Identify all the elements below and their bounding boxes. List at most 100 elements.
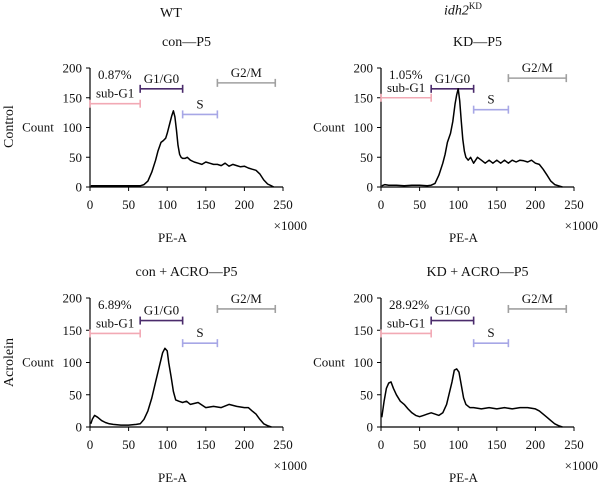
gate-label: G1/G0	[144, 71, 179, 86]
y-axis-label: Count	[313, 120, 345, 135]
gate-s: S	[181, 325, 219, 348]
y-tick-label: 200	[63, 291, 83, 306]
y-tick-label: 150	[63, 90, 83, 105]
x-tick-label: 100	[448, 437, 468, 452]
x-tick-label: 0	[378, 437, 385, 452]
gate-label: S	[487, 325, 494, 340]
gate-sub-g1: sub-G1	[380, 80, 432, 102]
column-header-idh2kd-sup: KD	[468, 1, 482, 11]
gate-s: S	[472, 92, 510, 114]
x-tick-label: 200	[526, 437, 546, 452]
x-axis-label: PE-A	[158, 230, 188, 245]
gate-g1-g0: G1/G0	[139, 71, 184, 93]
y-tick-label: 200	[354, 291, 374, 306]
panel-title: KD + ACRO—P5	[426, 265, 528, 280]
y-tick-label: 50	[360, 150, 373, 165]
x-tick-label: 150	[487, 197, 507, 212]
y-tick-label: 50	[360, 387, 373, 402]
gate-s: S	[181, 96, 219, 119]
y-tick-label: 150	[63, 323, 83, 338]
x-tick-label: 200	[235, 437, 255, 452]
x-tick-label: 150	[196, 437, 216, 452]
x-axis-unit: ×1000	[274, 218, 307, 233]
gate-label: G1/G0	[144, 303, 179, 318]
y-tick-label: 100	[63, 355, 83, 370]
x-tick-label: 50	[122, 437, 135, 452]
panel-3: con + ACRO—P5 0 50 100 150 200 0 50 100 150 200 250…	[22, 265, 307, 485]
y-tick-label: 0	[367, 180, 374, 195]
x-axis-label: PE-A	[449, 230, 479, 245]
column-header-wt: WT	[160, 6, 182, 22]
x-tick-label: 250	[564, 437, 584, 452]
x-tick-label: 100	[157, 197, 177, 212]
y-tick-label: 150	[354, 323, 374, 338]
gate-label: S	[196, 325, 203, 340]
gate-label: sub-G1	[387, 80, 425, 95]
y-tick-label: 50	[69, 387, 82, 402]
column-header-idh2kd: idh2KD	[444, 1, 482, 20]
histogram-line	[90, 110, 275, 188]
gate-label: G2/M	[522, 60, 554, 75]
x-tick-label: 50	[122, 197, 135, 212]
panel-2: KD—P5 0 50 100 150 200 0 50 100 150 200 250 Count PE-…	[313, 35, 598, 245]
y-tick-label: 0	[76, 180, 83, 195]
gate-sub-g1: sub-G1	[89, 86, 141, 108]
y-tick-label: 100	[63, 120, 83, 135]
x-tick-label: 50	[413, 437, 426, 452]
x-tick-label: 200	[526, 197, 546, 212]
gate-label: G2/M	[231, 65, 263, 80]
x-tick-label: 200	[235, 197, 255, 212]
y-tick-label: 0	[76, 420, 83, 435]
x-tick-label: 50	[413, 197, 426, 212]
subg1-percentage: 1.05%	[389, 67, 423, 82]
x-tick-label: 250	[564, 197, 584, 212]
panel-title: con—P5	[162, 35, 211, 50]
x-tick-label: 250	[273, 437, 293, 452]
gate-g2-m: G2/M	[216, 65, 277, 87]
gate-label: S	[196, 96, 203, 111]
gate-label: sub-G1	[96, 86, 134, 101]
gate-label: S	[487, 92, 494, 107]
y-tick-label: 50	[69, 150, 82, 165]
y-tick-label: 200	[354, 61, 374, 76]
gate-sub-g1: sub-G1	[89, 315, 141, 338]
gate-g2-m: G2/M	[507, 291, 568, 313]
x-tick-label: 100	[448, 197, 468, 212]
y-axis-label: Count	[313, 355, 345, 370]
x-tick-label: 0	[87, 197, 94, 212]
panel-1: con—P5 0 50 100 150 200 0 50 100 150 200 250 Count PE…	[22, 35, 307, 245]
y-tick-label: 100	[354, 355, 374, 370]
x-tick-label: 100	[157, 437, 177, 452]
histogram-line	[381, 368, 563, 428]
column-header-wt-text: WT	[160, 6, 182, 21]
gate-s: S	[472, 325, 510, 348]
gate-label: G2/M	[522, 291, 554, 306]
gate-label: G1/G0	[435, 71, 470, 86]
subg1-percentage: 0.87%	[98, 67, 132, 82]
histogram-line	[90, 347, 272, 428]
subg1-percentage: 28.92%	[389, 297, 429, 312]
column-header-idh2kd-text: idh2	[444, 3, 469, 19]
panel-4: KD + ACRO—P5 0 50 100 150 200 0 50 100 150 200 250 C…	[313, 265, 598, 485]
y-axis-label: Count	[22, 355, 54, 370]
y-tick-label: 200	[63, 61, 83, 76]
histogram-line	[381, 88, 563, 188]
x-axis-unit: ×1000	[565, 458, 598, 473]
gate-g2-m: G2/M	[216, 291, 277, 313]
x-axis-label: PE-A	[158, 470, 188, 485]
y-axis-label: Count	[22, 120, 54, 135]
gate-g2-m: G2/M	[507, 60, 568, 83]
x-axis-label: PE-A	[449, 470, 479, 485]
gate-label: sub-G1	[387, 315, 425, 330]
x-tick-label: 250	[273, 197, 293, 212]
panel-title: con + ACRO—P5	[135, 265, 237, 280]
y-tick-label: 150	[354, 90, 374, 105]
panel-title: KD—P5	[453, 35, 502, 50]
y-tick-label: 100	[354, 120, 374, 135]
gate-g1-g0: G1/G0	[430, 303, 475, 325]
gate-sub-g1: sub-G1	[380, 315, 432, 338]
subg1-percentage: 6.89%	[98, 297, 132, 312]
x-tick-label: 150	[487, 437, 507, 452]
x-axis-unit: ×1000	[274, 458, 307, 473]
